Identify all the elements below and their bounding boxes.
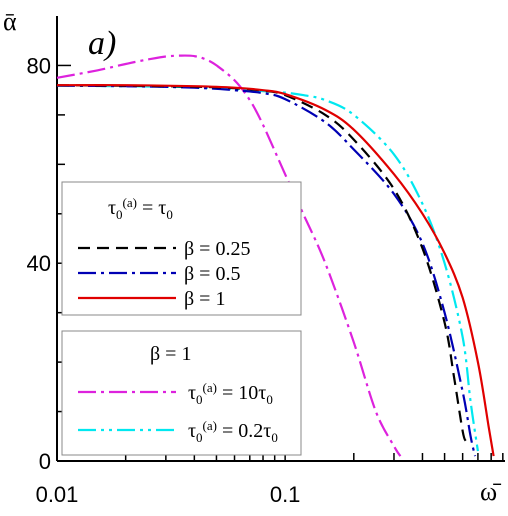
legend-title-2: β = 1 xyxy=(150,343,191,365)
legend-label-4: τ0(a) = 10τ0 xyxy=(188,380,273,407)
y-tick-label: 80 xyxy=(27,53,51,78)
series-line-5 xyxy=(56,84,479,452)
series-line-4 xyxy=(56,54,402,457)
x-tick-label: 0.01 xyxy=(36,482,79,507)
series-lines xyxy=(56,54,495,457)
legend-label-1: β = 0.25 xyxy=(184,238,250,260)
y-axis-title: ᾱ xyxy=(3,7,17,36)
y-tick-label: 40 xyxy=(27,251,51,276)
legend: τ0(a) = τ0 β = 0.25 β = 0.5 β = 1 β = 1 τ0(a)… xyxy=(61,181,302,456)
plot-frame xyxy=(56,16,505,462)
legend-title-1: τ0(a) = τ0 xyxy=(108,195,173,222)
panel-label: a) xyxy=(88,25,116,62)
legend-label-5: τ0(a) = 0.2τ0 xyxy=(188,418,278,445)
x-axis-title: ω̄ xyxy=(480,477,501,506)
x-tick-label: 0.1 xyxy=(270,482,301,507)
axis-tick-labels: 0 40 80 0.01 0.1 xyxy=(27,53,301,507)
y-tick-label: 0 xyxy=(39,449,51,474)
legend-label-3: β = 1 xyxy=(184,288,225,310)
series-line-3 xyxy=(56,84,495,457)
legend-label-2: β = 0.5 xyxy=(184,263,240,285)
